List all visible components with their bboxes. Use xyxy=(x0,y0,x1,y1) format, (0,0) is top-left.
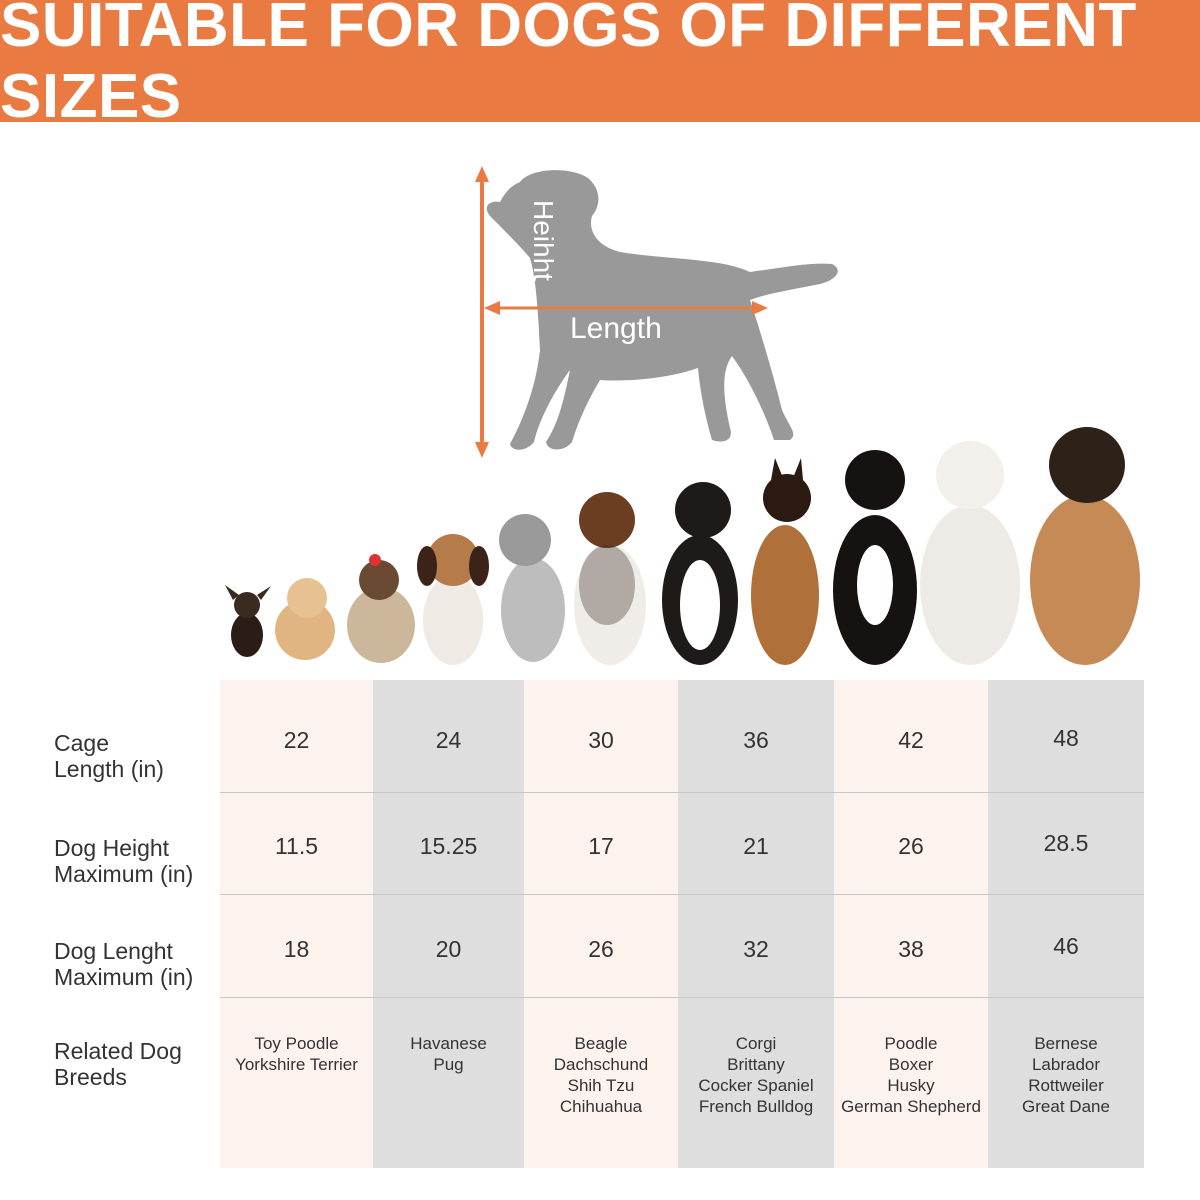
dog-length-cell: 26 xyxy=(588,935,614,962)
breed-name: Brittany xyxy=(727,1055,785,1074)
breed-name: German Shepherd xyxy=(841,1097,981,1116)
dog-length-cell: 46 xyxy=(1053,932,1079,959)
dog-1-chihuahua xyxy=(225,585,271,657)
cage-length-cell: 48 xyxy=(1053,724,1079,751)
dog-3-yorkshire xyxy=(347,554,415,663)
dog-length-cell: 32 xyxy=(743,935,769,962)
breed-name: Beagle xyxy=(574,1034,628,1053)
row-divider xyxy=(220,997,1144,998)
dog-photo-lineup xyxy=(215,420,1145,670)
breed-name: Bernese xyxy=(1034,1034,1098,1053)
breed-name: Corgi xyxy=(735,1034,777,1053)
breed-name: Pug xyxy=(433,1055,464,1074)
dog-length-cell: 18 xyxy=(283,935,310,962)
table-column-2 xyxy=(373,680,524,1168)
breed-name: Yorkshire Terrier xyxy=(235,1055,358,1074)
breed-name: Rottweiler xyxy=(1028,1076,1104,1095)
row-label-dog-height: Dog Height Maximum (in) xyxy=(54,835,214,887)
breed-name: Poodle xyxy=(884,1034,938,1053)
row-label-line: Maximum (in) xyxy=(54,964,194,990)
title-banner: SUITABLE FOR DOGS OF DIFFERENT SIZES xyxy=(0,0,1200,131)
breed-name: Labrador xyxy=(1031,1055,1101,1074)
row-label-breeds: Related Dog Breeds xyxy=(54,1038,214,1090)
breed-name: Great Dane xyxy=(1022,1097,1110,1116)
row-divider xyxy=(220,894,1144,895)
dog-height-cell: 11.5 xyxy=(274,832,319,859)
dog-height-cell: 17 xyxy=(588,832,614,859)
breed-name: Boxer xyxy=(888,1055,934,1074)
breeds-cell: Havanese Pug xyxy=(373,1033,524,1075)
cage-length-cell: 22 xyxy=(283,726,310,753)
dog-8-malinois xyxy=(751,458,819,665)
cage-length-cell: 36 xyxy=(743,726,769,753)
dog-length-cell: 20 xyxy=(435,935,462,962)
height-arrow-head-top xyxy=(475,166,489,182)
table-column-1 xyxy=(220,680,373,1168)
dog-6-aussie xyxy=(574,492,646,665)
dog-4-beagle xyxy=(417,534,489,665)
cage-length-cell: 30 xyxy=(588,726,614,753)
dog-7-border-collie xyxy=(662,482,738,665)
dog-11-mastiff xyxy=(1030,427,1140,665)
breed-name: Shih Tzu xyxy=(567,1076,635,1095)
breed-name: Cocker Spaniel xyxy=(698,1076,814,1095)
size-table: 22 24 30 36 42 48 11.5 15.25 17 21 26 28… xyxy=(220,680,1144,1168)
table-column-4 xyxy=(678,680,834,1168)
dog-length-cell: 38 xyxy=(898,935,924,962)
breeds-cell: Bernese Labrador Rottweiler Great Dane xyxy=(988,1033,1144,1117)
page-title: SUITABLE FOR DOGS OF DIFFERENT SIZES xyxy=(0,0,1137,131)
cage-length-cell: 42 xyxy=(898,726,924,753)
height-arrow-head-bottom xyxy=(475,442,489,458)
dog-9-bernese xyxy=(833,450,917,665)
row-label-dog-length: Dog Lenght Maximum (in) xyxy=(54,938,214,990)
length-arrow-head-right xyxy=(752,301,768,315)
breeds-cell: Toy Poodle Yorkshire Terrier xyxy=(220,1033,373,1075)
table-column-6 xyxy=(988,680,1144,1168)
row-label-line: Breeds xyxy=(54,1064,127,1090)
row-label-line: Dog Lenght xyxy=(54,938,173,964)
cage-length-cell: 24 xyxy=(435,726,462,753)
length-label: Length xyxy=(570,312,662,345)
row-label-line: Cage xyxy=(54,730,109,756)
dog-silhouette-diagram: Heihht Length xyxy=(475,166,838,458)
height-label: Heihht xyxy=(528,200,559,281)
dog-height-cell: 15.25 xyxy=(419,832,478,859)
dog-height-cell: 21 xyxy=(743,832,769,859)
length-arrow-head-left xyxy=(484,301,500,315)
breed-name: Husky xyxy=(887,1076,935,1095)
row-label-line: Related Dog xyxy=(54,1038,182,1064)
dog-5-schnauzer xyxy=(499,514,565,662)
row-label-line: Length (in) xyxy=(54,756,164,782)
breed-name: Havanese xyxy=(410,1034,487,1053)
table-column-5 xyxy=(834,680,988,1168)
dog-2-maltipoo xyxy=(275,578,335,660)
breed-name: Chihuahua xyxy=(559,1097,643,1116)
breed-name: French Bulldog xyxy=(698,1097,814,1116)
breeds-cell: Beagle Dachschund Shih Tzu Chihuahua xyxy=(524,1033,678,1117)
table-column-3 xyxy=(524,680,678,1168)
dog-height-cell: 26 xyxy=(898,832,924,859)
dog-10-bulldog xyxy=(920,441,1020,665)
row-label-cage-length: Cage Length (in) xyxy=(54,730,214,782)
row-label-line: Maximum (in) xyxy=(54,861,194,887)
breed-name: Dachschund xyxy=(553,1055,649,1074)
breeds-cell: Poodle Boxer Husky German Shepherd xyxy=(834,1033,988,1117)
row-label-line: Dog Height xyxy=(54,835,170,861)
dog-lineup-illustration xyxy=(225,427,1140,665)
breed-name: Toy Poodle xyxy=(254,1034,339,1053)
dog-silhouette xyxy=(486,170,838,450)
row-divider xyxy=(220,792,1144,793)
dog-size-diagram: Heihht Length xyxy=(460,160,860,470)
dog-height-cell: 28.5 xyxy=(1043,829,1089,856)
breeds-cell: Corgi Brittany Cocker Spaniel French Bul… xyxy=(678,1033,834,1117)
